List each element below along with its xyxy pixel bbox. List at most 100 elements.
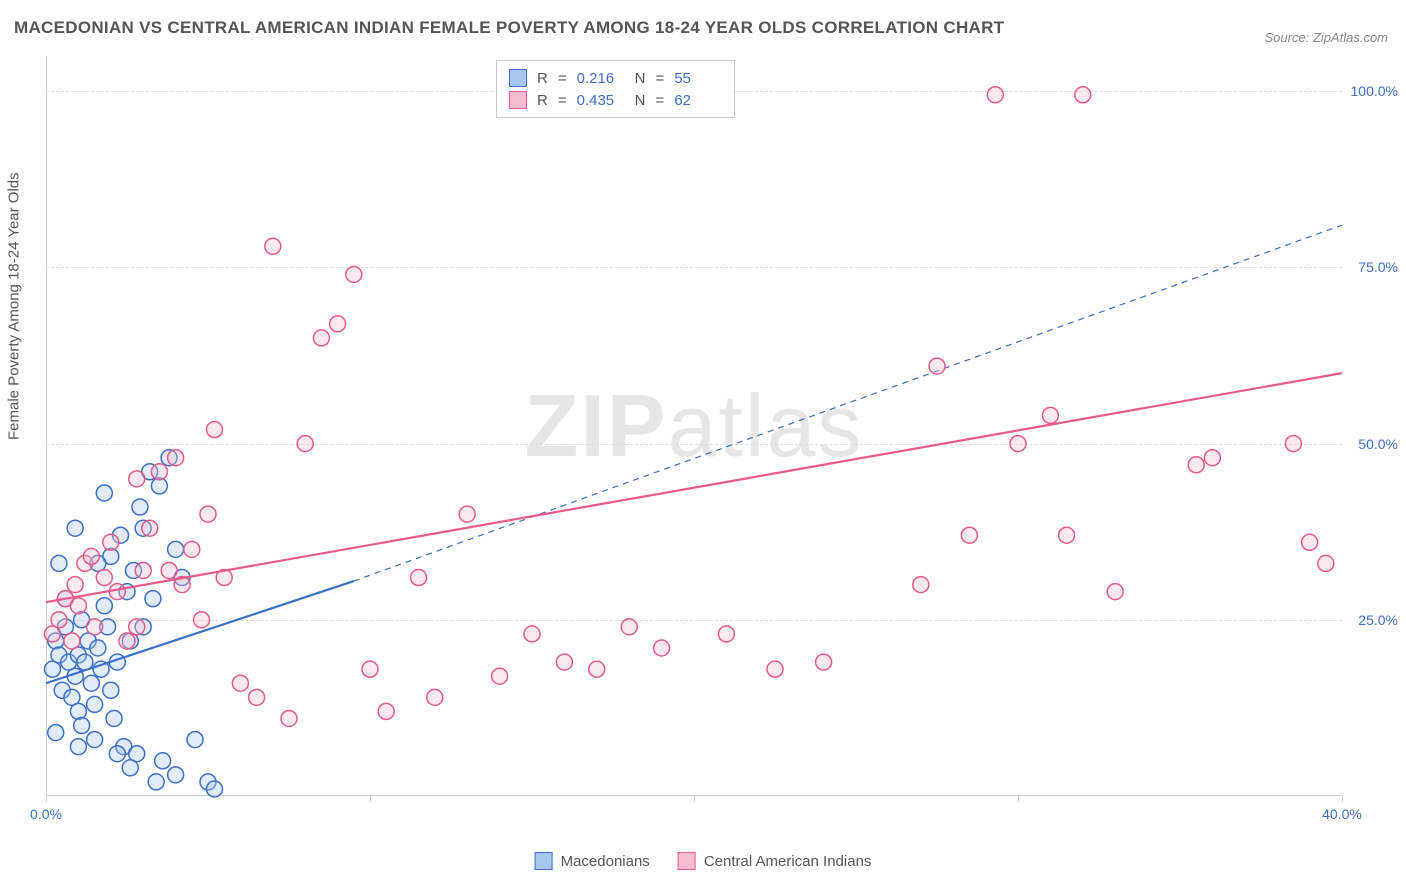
data-point: [265, 238, 281, 254]
data-point: [200, 506, 216, 522]
data-point: [87, 619, 103, 635]
data-point: [129, 471, 145, 487]
data-point: [362, 661, 378, 677]
y-tick-label: 75.0%: [1358, 259, 1398, 275]
data-point: [161, 562, 177, 578]
data-point: [187, 732, 203, 748]
data-point: [155, 753, 171, 769]
data-point: [330, 316, 346, 332]
data-point: [346, 266, 362, 282]
data-point: [103, 682, 119, 698]
data-point: [1302, 534, 1318, 550]
data-point: [103, 534, 119, 550]
data-point: [1075, 87, 1091, 103]
data-point: [206, 781, 222, 797]
data-point: [74, 718, 90, 734]
legend-item-2: Central American Indians: [678, 852, 872, 870]
data-point: [767, 661, 783, 677]
stat-r-value-2: 0.435: [577, 92, 625, 109]
data-point: [281, 710, 297, 726]
data-point: [151, 464, 167, 480]
stat-legend-box: R = 0.216 N = 55 R = 0.435 N = 62: [496, 60, 735, 118]
x-tick: [694, 796, 695, 802]
data-point: [67, 520, 83, 536]
data-point: [51, 612, 67, 628]
data-point: [1059, 527, 1075, 543]
data-point: [129, 619, 145, 635]
swatch-series-2: [678, 852, 696, 870]
data-point: [48, 725, 64, 741]
trend-line: [46, 373, 1342, 602]
data-point: [816, 654, 832, 670]
stat-r-label: R: [537, 70, 548, 87]
swatch-series-1: [509, 69, 527, 87]
data-point: [64, 633, 80, 649]
stat-r-label: R: [537, 92, 548, 109]
data-point: [90, 640, 106, 656]
data-point: [70, 598, 86, 614]
chart-title: MACEDONIAN VS CENTRAL AMERICAN INDIAN FE…: [14, 18, 1004, 38]
x-tick-label: 40.0%: [1322, 806, 1362, 822]
data-point: [142, 520, 158, 536]
stat-n-value-2: 62: [674, 92, 722, 109]
data-point: [135, 562, 151, 578]
x-tick: [1018, 796, 1019, 802]
data-point: [313, 330, 329, 346]
stat-eq: =: [655, 70, 664, 87]
data-point: [987, 87, 1003, 103]
data-point: [83, 675, 99, 691]
x-tick: [46, 796, 47, 802]
data-point: [87, 732, 103, 748]
data-point: [249, 689, 265, 705]
stat-n-label: N: [635, 70, 646, 87]
trend-line-extrapolated: [354, 225, 1342, 581]
data-point: [168, 767, 184, 783]
data-point: [1010, 436, 1026, 452]
x-tick: [1342, 796, 1343, 802]
data-point: [119, 633, 135, 649]
data-point: [109, 746, 125, 762]
data-point: [961, 527, 977, 543]
data-point: [83, 548, 99, 564]
data-point: [492, 668, 508, 684]
data-point: [87, 696, 103, 712]
stat-eq: =: [655, 92, 664, 109]
stat-r-value-1: 0.216: [577, 70, 625, 87]
data-point: [1188, 457, 1204, 473]
y-axis-label: Female Poverty Among 18-24 Year Olds: [6, 172, 23, 440]
stat-n-label: N: [635, 92, 646, 109]
data-point: [106, 710, 122, 726]
data-point: [194, 612, 210, 628]
data-point: [1318, 555, 1334, 571]
stat-legend-row-2: R = 0.435 N = 62: [509, 89, 722, 111]
legend-label-2: Central American Indians: [704, 853, 872, 870]
x-tick-label: 0.0%: [30, 806, 62, 822]
data-point: [929, 358, 945, 374]
data-point: [148, 774, 164, 790]
data-point: [51, 555, 67, 571]
data-point: [378, 703, 394, 719]
data-point: [184, 541, 200, 557]
data-point: [589, 661, 605, 677]
data-point: [556, 654, 572, 670]
data-point: [621, 619, 637, 635]
data-point: [96, 570, 112, 586]
data-point: [70, 739, 86, 755]
y-tick-label: 100.0%: [1351, 83, 1398, 99]
stat-eq: =: [558, 70, 567, 87]
data-point: [145, 591, 161, 607]
data-point: [232, 675, 248, 691]
stat-eq: =: [558, 92, 567, 109]
data-point: [1042, 407, 1058, 423]
bottom-legend: Macedonians Central American Indians: [535, 852, 872, 870]
data-point: [459, 506, 475, 522]
chart-plot-area: ZIPatlas 25.0%50.0%75.0%100.0% 0.0%40.0%…: [46, 56, 1342, 796]
data-point: [1285, 436, 1301, 452]
data-point: [1107, 584, 1123, 600]
data-point: [70, 703, 86, 719]
source-label: Source: ZipAtlas.com: [1264, 30, 1388, 45]
data-point: [168, 541, 184, 557]
data-point: [122, 760, 138, 776]
legend-label-1: Macedonians: [561, 853, 650, 870]
data-point: [96, 485, 112, 501]
